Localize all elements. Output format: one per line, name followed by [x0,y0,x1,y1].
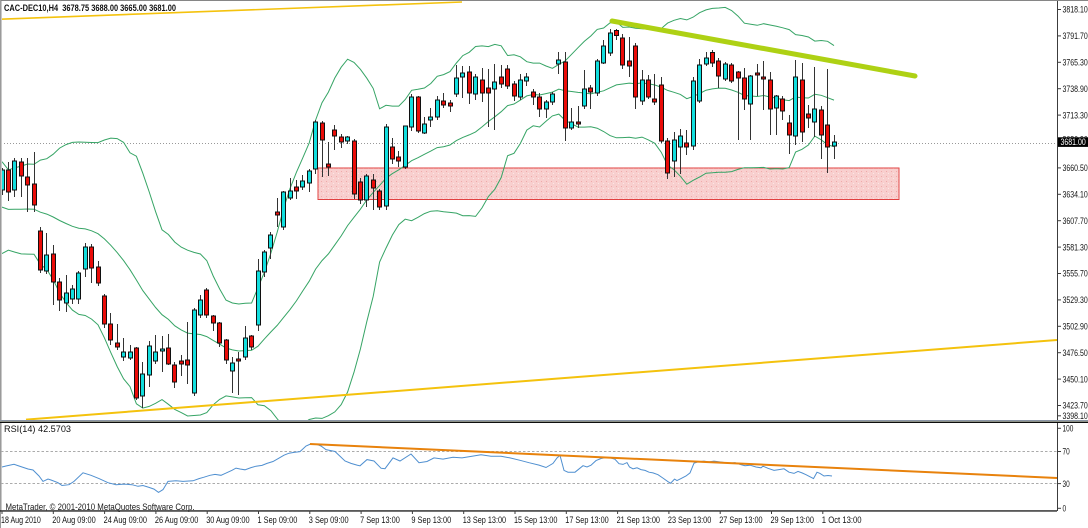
svg-text:20 Aug 09:00: 20 Aug 09:00 [52,515,95,526]
svg-text:30: 30 [1063,479,1070,490]
svg-text:3423.70: 3423.70 [1063,401,1088,412]
svg-text:17 Sep 13:00: 17 Sep 13:00 [565,515,608,526]
svg-text:1 Oct 13:00: 1 Oct 13:00 [822,515,862,526]
svg-text:23 Sep 13:00: 23 Sep 13:00 [668,515,711,526]
svg-text:1 Sep 09:00: 1 Sep 09:00 [258,515,298,526]
svg-text:3791.70: 3791.70 [1063,31,1088,42]
svg-text:26 Aug 09:00: 26 Aug 09:00 [155,515,198,526]
svg-text:30 Aug 09:00: 30 Aug 09:00 [206,515,249,526]
svg-text:3529.30: 3529.30 [1063,295,1088,306]
svg-text:CAC-DEC10,H4 3678.75 3688.00: CAC-DEC10,H4 3678.75 3688.00 3665.00 368… [4,3,176,14]
svg-text:7 Sep 13:00: 7 Sep 13:00 [360,515,400,526]
svg-text:13 Sep 13:00: 13 Sep 13:00 [463,515,506,526]
svg-text:3398.10: 3398.10 [1063,411,1088,422]
svg-text:3 Sep 09:00: 3 Sep 09:00 [309,515,349,526]
svg-text:3581.30: 3581.30 [1063,242,1088,253]
svg-text:3476.50: 3476.50 [1063,348,1088,359]
svg-text:3713.30: 3713.30 [1063,110,1088,121]
svg-text:21 Sep 13:00: 21 Sep 13:00 [617,515,660,526]
svg-text:3818.10: 3818.10 [1063,5,1088,16]
svg-text:70: 70 [1063,447,1070,458]
svg-text:3607.70: 3607.70 [1063,216,1088,227]
svg-text:9 Sep 13:00: 9 Sep 13:00 [411,515,451,526]
svg-text:3660.50: 3660.50 [1063,163,1088,174]
svg-text:100: 100 [1063,424,1074,435]
svg-text:0: 0 [1063,504,1067,515]
svg-text:3738.90: 3738.90 [1063,84,1088,95]
svg-text:MetaTrader, © 2001-2010 MetaQu: MetaTrader, © 2001-2010 MetaQuotes Softw… [6,502,195,513]
svg-text:18 Aug 2010: 18 Aug 2010 [1,515,41,526]
svg-text:3681.00: 3681.00 [1061,137,1086,148]
svg-text:3502.90: 3502.90 [1063,322,1088,333]
svg-text:3765.30: 3765.30 [1063,58,1088,69]
svg-text:15 Sep 13:00: 15 Sep 13:00 [514,515,557,526]
svg-text:3634.10: 3634.10 [1063,190,1088,201]
svg-text:27 Sep 13:00: 27 Sep 13:00 [719,515,762,526]
svg-text:RSI(14) 42.5703: RSI(14) 42.5703 [4,424,71,435]
svg-text:3450.10: 3450.10 [1063,374,1088,385]
svg-text:3555.70: 3555.70 [1063,269,1088,280]
svg-text:29 Sep 13:00: 29 Sep 13:00 [771,515,814,526]
svg-text:24 Aug 09:00: 24 Aug 09:00 [104,515,147,526]
